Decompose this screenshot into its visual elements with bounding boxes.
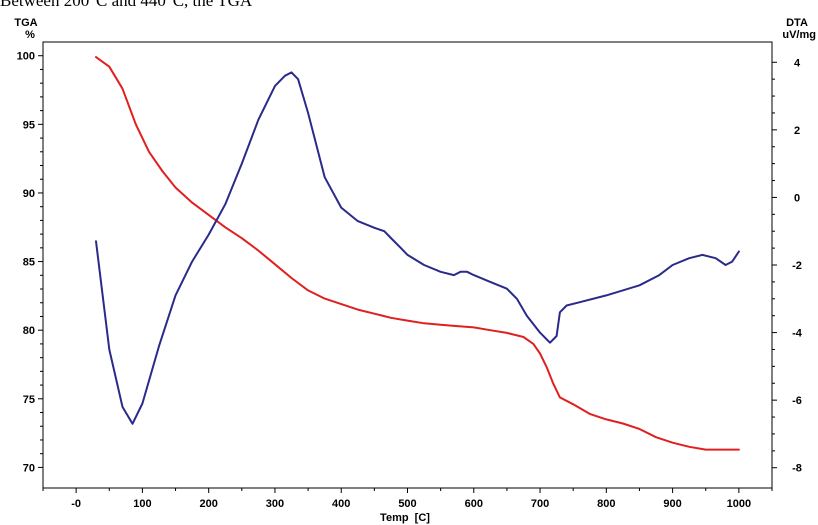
plot-frame (42, 41, 773, 489)
x-tick-label: -0 (71, 498, 81, 510)
x-tick-label: 200 (200, 498, 218, 510)
x-tick-label: 300 (266, 498, 284, 510)
left-tick-label: 100 (17, 51, 35, 63)
left-axis-unit: % (25, 29, 35, 41)
left-tick-label: 70 (23, 462, 35, 474)
right-tick-label: -2 (792, 260, 802, 272)
x-tick-label: 500 (398, 498, 416, 510)
x-tick-label: 1000 (727, 498, 751, 510)
x-tick-label: 900 (663, 498, 681, 510)
left-tick-label: 80 (23, 325, 35, 337)
right-tick-label: -6 (792, 395, 802, 407)
x-tick-label: 600 (465, 498, 483, 510)
x-tick-label: 100 (133, 498, 151, 510)
right-tick-label: 2 (794, 125, 800, 137)
right-tick-label: 0 (794, 192, 800, 204)
x-tick-label: 400 (332, 498, 350, 510)
left-tick-label: 95 (23, 119, 35, 131)
right-axis-title: DTA (786, 17, 808, 29)
caption-fragment: Between 200°C and 440°C, the TGA (0, 0, 253, 10)
right-tick-label: 4 (794, 57, 801, 69)
left-tick-label: 75 (23, 394, 35, 406)
left-tick-label: 85 (23, 257, 35, 269)
left-tick-label: 90 (23, 188, 35, 200)
left-axis-title: TGA (14, 17, 37, 29)
x-axis-title: Temp [C] (380, 512, 430, 524)
right-axis-unit: uV/mg (782, 29, 816, 41)
right-tick-label: -4 (792, 328, 803, 340)
x-tick-label: 700 (531, 498, 549, 510)
tga-curve (95, 56, 740, 451)
dta-curve (95, 71, 740, 425)
right-tick-label: -8 (792, 463, 802, 475)
x-tick-label: 800 (597, 498, 615, 510)
